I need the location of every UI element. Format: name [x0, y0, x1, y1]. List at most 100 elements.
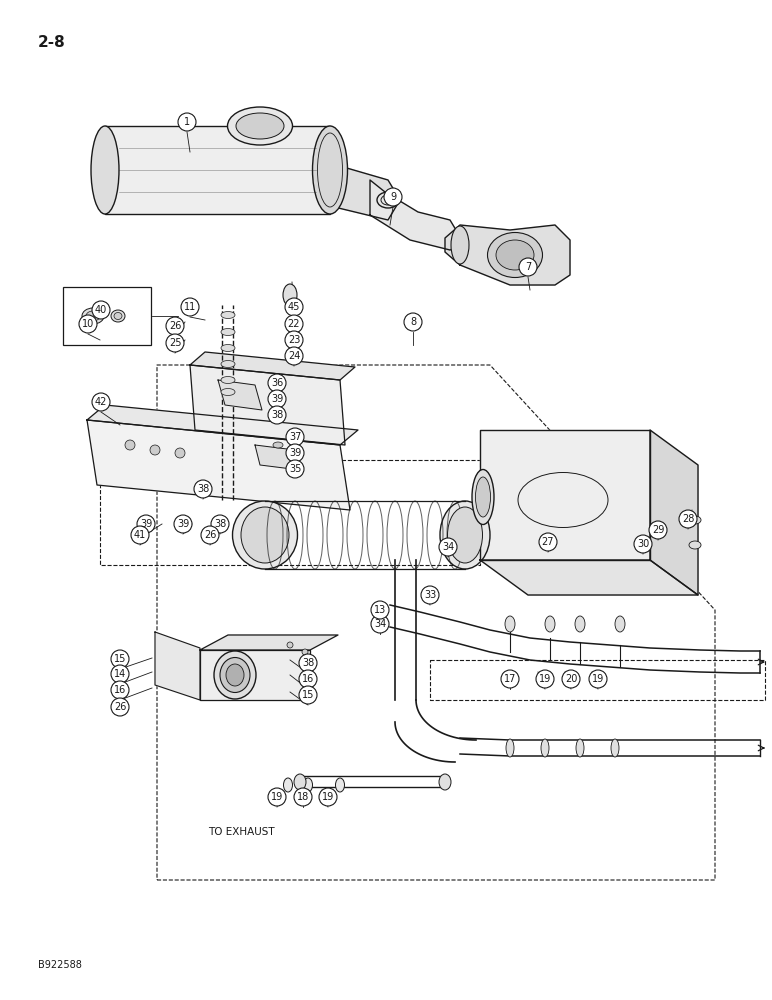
Circle shape: [439, 538, 457, 556]
Polygon shape: [190, 365, 345, 445]
Ellipse shape: [226, 664, 244, 686]
Circle shape: [111, 698, 129, 716]
Ellipse shape: [82, 308, 104, 324]
Polygon shape: [218, 380, 262, 410]
Polygon shape: [445, 225, 570, 285]
Ellipse shape: [615, 616, 625, 632]
Polygon shape: [650, 430, 698, 595]
Circle shape: [371, 601, 389, 619]
Text: 36: 36: [271, 378, 283, 388]
Text: 19: 19: [539, 674, 551, 684]
Text: 7: 7: [525, 262, 531, 272]
Circle shape: [294, 788, 312, 806]
Ellipse shape: [336, 778, 344, 792]
Text: 13: 13: [374, 605, 386, 615]
Circle shape: [421, 586, 439, 604]
Ellipse shape: [214, 651, 256, 699]
Text: 19: 19: [271, 792, 283, 802]
Ellipse shape: [313, 126, 347, 214]
Text: 30: 30: [637, 539, 649, 549]
Polygon shape: [370, 180, 465, 250]
Text: 27: 27: [542, 537, 554, 547]
Text: 2-8: 2-8: [38, 35, 66, 50]
Ellipse shape: [221, 376, 235, 383]
Text: 23: 23: [288, 335, 300, 345]
Ellipse shape: [439, 774, 451, 790]
Circle shape: [268, 406, 286, 424]
Text: 26: 26: [169, 321, 181, 331]
Circle shape: [201, 526, 219, 544]
Ellipse shape: [221, 328, 235, 336]
Bar: [105, 126, 330, 214]
Text: 37: 37: [289, 432, 301, 442]
Ellipse shape: [575, 616, 585, 632]
Text: TO EXHAUST: TO EXHAUST: [208, 827, 275, 837]
Text: 29: 29: [652, 525, 664, 535]
Text: 38: 38: [197, 484, 209, 494]
Circle shape: [371, 615, 389, 633]
Text: 33: 33: [424, 590, 436, 600]
Text: 38: 38: [302, 658, 314, 668]
Circle shape: [166, 334, 184, 352]
Circle shape: [131, 526, 149, 544]
Circle shape: [194, 480, 212, 498]
Circle shape: [79, 315, 97, 333]
Ellipse shape: [111, 310, 125, 322]
Circle shape: [137, 515, 155, 533]
Ellipse shape: [232, 501, 297, 569]
Text: 16: 16: [114, 685, 126, 695]
Circle shape: [285, 298, 303, 316]
Text: 16: 16: [302, 674, 314, 684]
Ellipse shape: [221, 344, 235, 352]
Ellipse shape: [440, 501, 490, 569]
Circle shape: [92, 393, 110, 411]
Text: 18: 18: [297, 792, 309, 802]
Circle shape: [679, 510, 697, 528]
Text: 39: 39: [177, 519, 189, 529]
Polygon shape: [480, 430, 650, 560]
Text: 34: 34: [374, 619, 386, 629]
Ellipse shape: [689, 541, 701, 549]
Circle shape: [299, 670, 317, 688]
Text: 19: 19: [592, 674, 604, 684]
Circle shape: [649, 521, 667, 539]
Ellipse shape: [283, 778, 293, 792]
Text: 41: 41: [134, 530, 146, 540]
Circle shape: [166, 317, 184, 335]
Circle shape: [286, 444, 304, 462]
Circle shape: [150, 445, 160, 455]
Circle shape: [175, 448, 185, 458]
Ellipse shape: [689, 516, 701, 524]
Ellipse shape: [496, 240, 534, 270]
Circle shape: [539, 533, 557, 551]
Ellipse shape: [487, 232, 543, 277]
Polygon shape: [200, 635, 338, 650]
Circle shape: [181, 298, 199, 316]
Ellipse shape: [505, 616, 515, 632]
Ellipse shape: [451, 226, 469, 264]
Polygon shape: [480, 560, 698, 595]
Ellipse shape: [86, 311, 100, 321]
Circle shape: [211, 515, 229, 533]
Circle shape: [286, 460, 304, 478]
Circle shape: [319, 788, 337, 806]
Circle shape: [268, 374, 286, 392]
Circle shape: [178, 113, 196, 131]
Ellipse shape: [221, 360, 235, 367]
Ellipse shape: [506, 739, 514, 757]
Circle shape: [111, 650, 129, 668]
Polygon shape: [87, 405, 358, 445]
Circle shape: [536, 670, 554, 688]
Circle shape: [285, 347, 303, 365]
Circle shape: [268, 788, 286, 806]
Text: 42: 42: [95, 397, 107, 407]
Ellipse shape: [476, 477, 490, 517]
Circle shape: [286, 428, 304, 446]
Text: 8: 8: [410, 317, 416, 327]
Text: 15: 15: [113, 654, 126, 664]
Polygon shape: [316, 162, 400, 220]
Circle shape: [92, 301, 110, 319]
Circle shape: [268, 390, 286, 408]
Ellipse shape: [611, 739, 619, 757]
Text: 9: 9: [390, 192, 396, 202]
